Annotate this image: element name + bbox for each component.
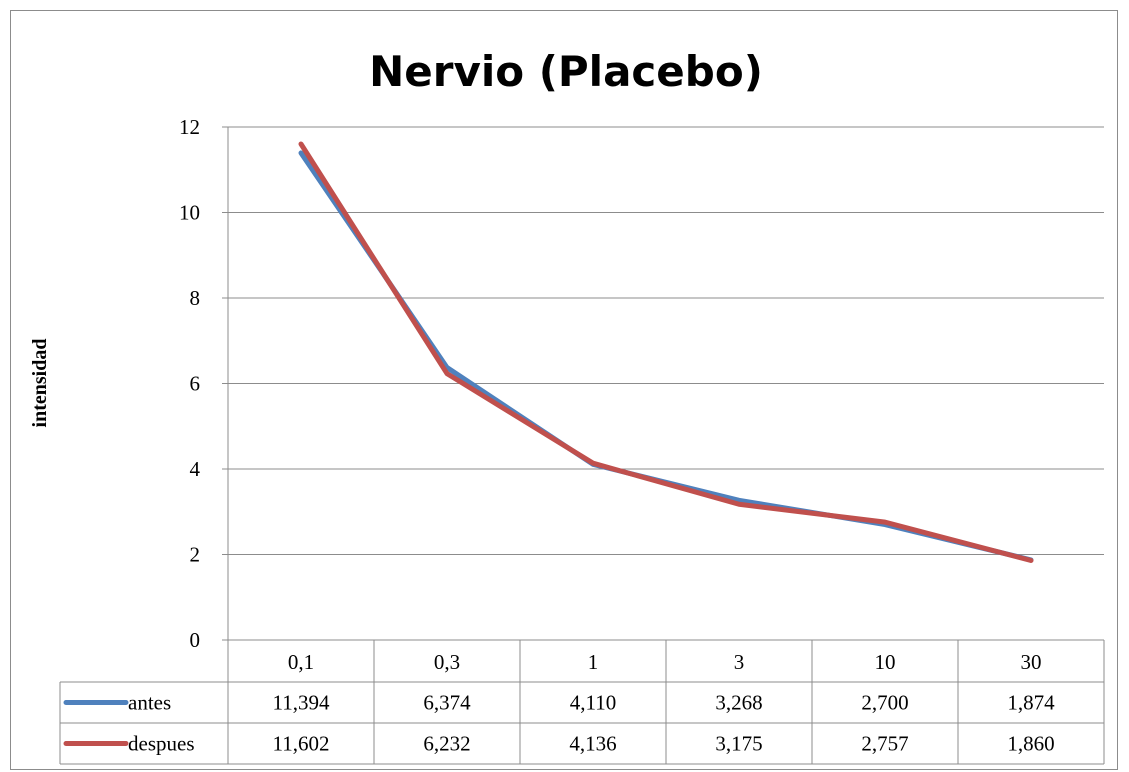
x-category-label: 0,1 [288,650,314,674]
data-table-cell: 1,874 [1007,691,1055,715]
y-tick-label: 12 [179,115,200,139]
data-table-cell: 3,175 [715,732,762,756]
x-category-label: 1 [588,650,599,674]
y-tick-label: 2 [190,543,201,567]
x-category-label: 0,3 [434,650,460,674]
chart-title: Nervio (Placebo) [369,47,763,96]
data-table-cell: 6,374 [423,691,471,715]
data-table-cell: 3,268 [715,691,762,715]
data-table-cell: 4,110 [570,691,616,715]
data-table-cell: 2,700 [861,691,908,715]
y-tick-label: 8 [190,286,201,310]
x-category-label: 30 [1021,650,1042,674]
series-line-despues [298,141,1034,563]
y-axis-label: intensidad [29,339,51,428]
data-table-cell: 11,394 [273,691,330,715]
y-tick-label: 0 [190,628,201,652]
series-line-antes [298,150,1034,563]
y-tick-label: 6 [190,372,201,396]
data-table-cell: 11,602 [273,732,330,756]
y-tick-label: 10 [179,201,200,225]
x-category-label: 3 [734,650,745,674]
chart-frame [10,10,1118,770]
data-table-cell: 2,757 [861,732,908,756]
x-category-label: 10 [875,650,896,674]
legend-label-despues: despues [128,732,195,756]
data-table-cell: 4,136 [569,732,616,756]
data-table-cell: 6,232 [423,732,470,756]
data-table-cell: 1,860 [1007,732,1054,756]
y-tick-label: 4 [190,457,201,481]
legend-label-antes: antes [128,691,171,715]
